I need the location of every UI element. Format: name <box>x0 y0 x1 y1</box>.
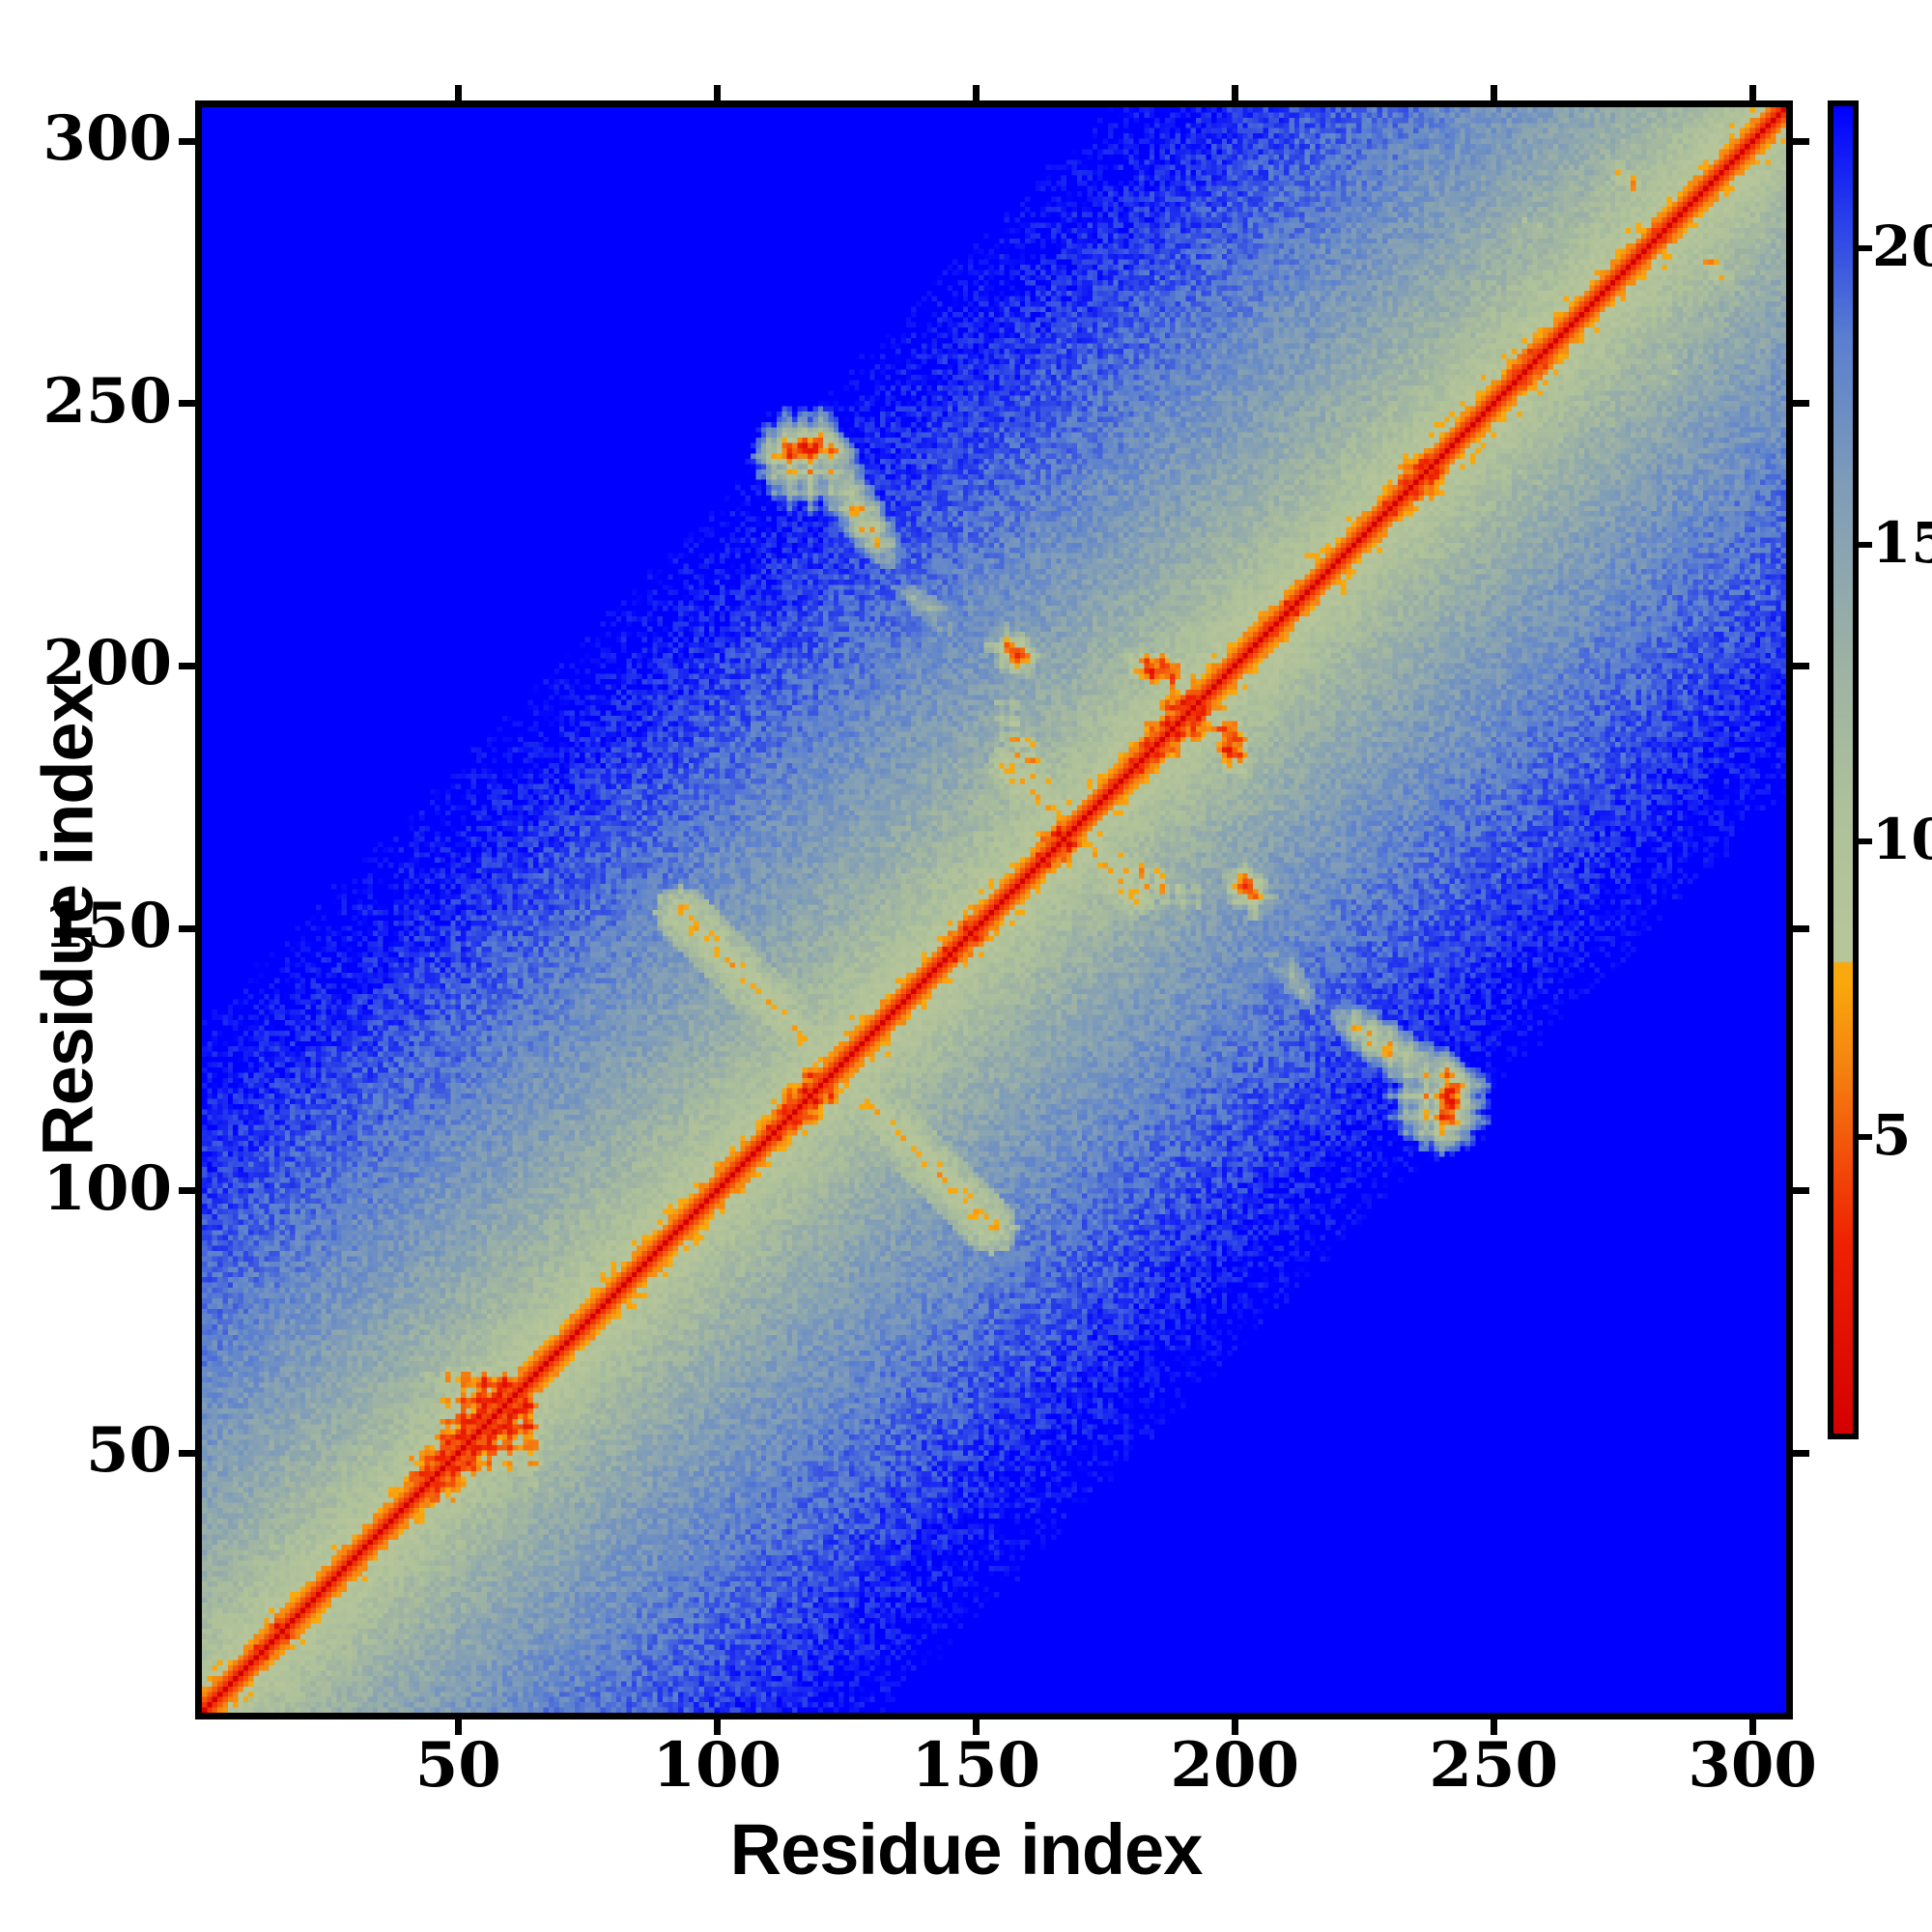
y-tick-right-100 <box>1793 1187 1809 1195</box>
y-tick-50 <box>179 1449 195 1457</box>
x-tick-top-100 <box>713 85 721 100</box>
x-tick-200 <box>1231 1719 1238 1735</box>
y-tick-label-100: 100 <box>43 1151 172 1225</box>
x-tick-top-150 <box>972 85 980 100</box>
y-tick-label-150: 150 <box>43 890 172 962</box>
x-tick-150 <box>972 1719 980 1735</box>
y-tick-label-250: 250 <box>43 364 172 438</box>
y-tick-100 <box>179 1187 195 1195</box>
x-tick-label-300: 300 <box>1688 1729 1817 1802</box>
colorbar-tick-label-20: 20 <box>1872 213 1932 280</box>
y-tick-300 <box>179 137 195 145</box>
y-tick-150 <box>179 924 195 932</box>
colorbar-tick-10 <box>1859 838 1872 844</box>
y-tick-right-200 <box>1793 662 1809 669</box>
x-tick-top-250 <box>1490 85 1497 100</box>
colorbar-tick-15 <box>1859 541 1872 548</box>
x-tick-label-150: 150 <box>911 1729 1041 1802</box>
y-tick-label-300: 300 <box>43 102 172 176</box>
y-tick-right-250 <box>1793 400 1809 408</box>
y-tick-right-50 <box>1793 1449 1809 1457</box>
colorbar <box>1828 100 1859 1439</box>
colorbar-tick-label-10: 10 <box>1872 806 1932 872</box>
x-tick-300 <box>1748 1719 1756 1735</box>
y-tick-250 <box>179 400 195 408</box>
x-tick-250 <box>1490 1719 1497 1735</box>
colorbar-tick-label-5: 5 <box>1872 1102 1912 1169</box>
x-tick-label-250: 250 <box>1429 1729 1558 1802</box>
y-tick-right-300 <box>1793 137 1809 145</box>
y-tick-label-200: 200 <box>43 627 172 700</box>
x-tick-top-200 <box>1231 85 1238 100</box>
y-axis-title: Residue index <box>27 684 108 1156</box>
colorbar-gradient <box>1833 106 1853 1434</box>
y-tick-right-150 <box>1793 924 1809 932</box>
x-tick-50 <box>454 1719 462 1735</box>
y-tick-label-50: 50 <box>85 1414 172 1488</box>
x-tick-top-50 <box>454 85 462 100</box>
x-tick-top-300 <box>1748 85 1756 100</box>
distance-matrix-heatmap <box>202 107 1786 1713</box>
heatmap-axes <box>195 100 1793 1719</box>
y-tick-200 <box>179 662 195 669</box>
x-axis-title: Residue index <box>729 1809 1204 1889</box>
x-tick-label-200: 200 <box>1170 1729 1299 1802</box>
colorbar-tick-5 <box>1859 1134 1872 1141</box>
x-tick-label-50: 50 <box>414 1729 501 1802</box>
x-tick-100 <box>713 1719 721 1735</box>
x-tick-label-100: 100 <box>652 1729 782 1802</box>
colorbar-tick-20 <box>1859 245 1872 252</box>
colorbar-tick-label-15: 15 <box>1872 509 1932 576</box>
